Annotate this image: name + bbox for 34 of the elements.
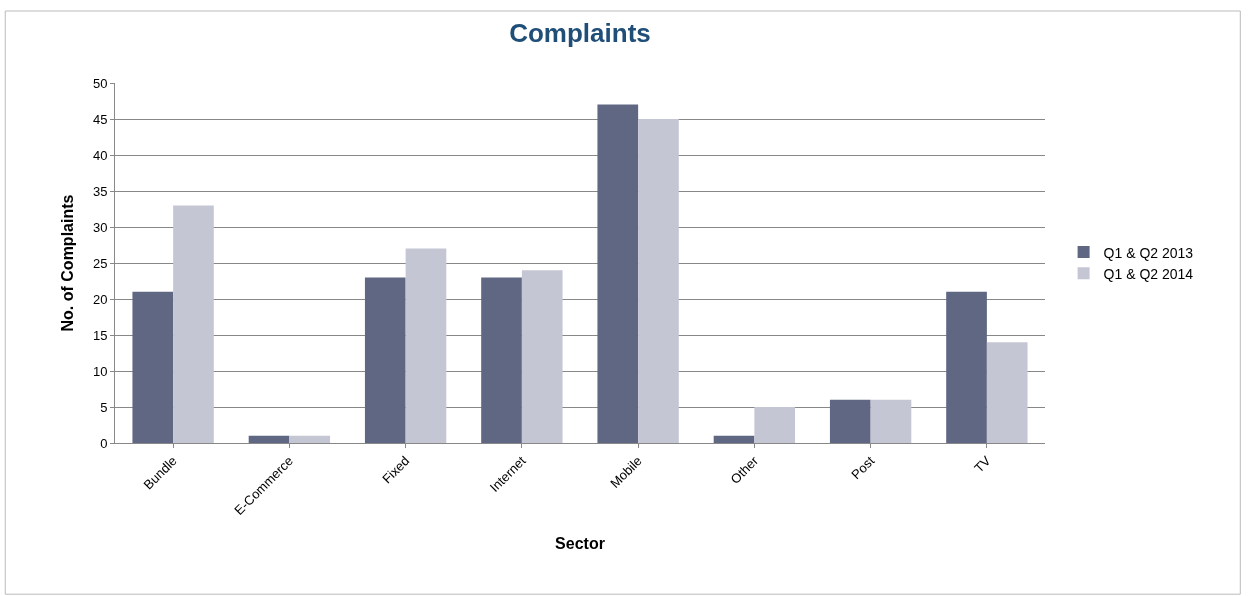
y-tick-label: 0 bbox=[100, 435, 108, 451]
y-tick-label: 5 bbox=[100, 399, 108, 415]
y-tick-label: 10 bbox=[92, 363, 108, 379]
y-axis-title: No. of Complaints bbox=[58, 194, 76, 332]
bar bbox=[405, 248, 447, 443]
y-tick-label: 20 bbox=[92, 291, 108, 307]
bar bbox=[986, 342, 1028, 443]
bar bbox=[521, 270, 563, 443]
y-tick-label: 35 bbox=[92, 183, 108, 199]
bar bbox=[597, 104, 639, 443]
bar bbox=[638, 119, 679, 443]
bar bbox=[173, 205, 214, 443]
bar bbox=[132, 291, 174, 443]
y-tick-label: 50 bbox=[92, 75, 108, 91]
bar bbox=[829, 399, 871, 443]
chart-title: Complaints bbox=[509, 18, 651, 49]
y-tick-label: 45 bbox=[92, 111, 108, 127]
legend-label: Q1 & Q2 2014 bbox=[1103, 265, 1194, 282]
bar bbox=[946, 291, 987, 443]
bar bbox=[248, 435, 290, 443]
x-tick-label: TV bbox=[971, 452, 994, 476]
bar bbox=[754, 407, 796, 443]
x-axis-title: Sector bbox=[555, 534, 605, 552]
bar bbox=[364, 277, 406, 443]
bar bbox=[289, 435, 331, 443]
y-tick-label: 15 bbox=[92, 327, 108, 343]
x-tick-label: Post bbox=[848, 452, 878, 483]
y-tick-label: 30 bbox=[92, 219, 108, 235]
bar bbox=[481, 277, 522, 443]
y-tick-label: 25 bbox=[92, 255, 108, 271]
legend-label: Q1 & Q2 2013 bbox=[1103, 244, 1194, 261]
y-tick-label: 40 bbox=[92, 147, 108, 163]
bar bbox=[870, 399, 912, 443]
bar bbox=[713, 435, 755, 443]
